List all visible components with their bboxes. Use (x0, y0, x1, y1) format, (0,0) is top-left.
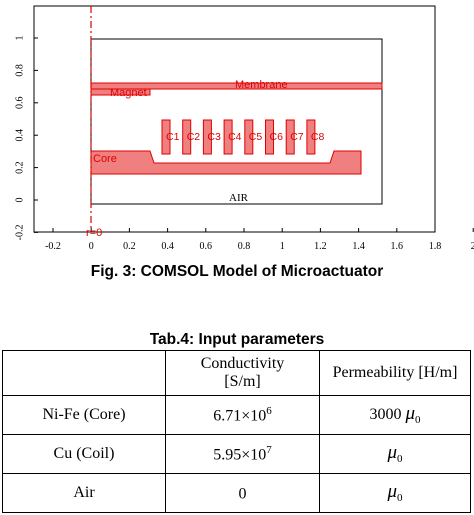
table-caption: Tab.4: Input parameters (149, 331, 325, 348)
magnet-label: Magnet (110, 87, 147, 99)
coil-turn (161, 119, 171, 155)
x-tick-label: 1 (280, 241, 285, 252)
header-conductivity-unit: [S/m] (224, 373, 261, 390)
cond-exponent: 6 (266, 404, 272, 417)
x-tick-label: 1.4 (352, 241, 365, 252)
coil-turn (182, 119, 192, 155)
row-label: Air (2, 473, 166, 513)
coil-turn (265, 119, 274, 155)
table-row: Air 0 μ0 (2, 473, 471, 513)
x-tick-label: 1.8 (429, 241, 442, 252)
mu-subscript: 0 (397, 453, 403, 466)
axis-label: r=0 (86, 227, 102, 239)
row-label: Cu (Coil) (2, 434, 166, 474)
table-row: Ni-Fe (Core) 6.71×106 3000 μ0 (2, 395, 471, 435)
row-permeability: 3000 μ0 (319, 395, 471, 435)
table-row: Cu (Coil) 5.95×107 μ0 (2, 434, 471, 474)
y-tick-label: 0.4 (14, 129, 25, 142)
header-conductivity-label: Conductivity (200, 355, 285, 372)
coil-label: C2 (187, 131, 201, 143)
mu-symbol: μ (387, 442, 398, 464)
row-permeability: μ0 (319, 473, 471, 513)
row-label: Ni-Fe (Core) (2, 395, 166, 435)
coil-label: C8 (311, 131, 325, 143)
y-tick-label: 0 (14, 198, 25, 203)
mu-subscript: 0 (397, 492, 403, 505)
x-tick-label: 0.6 (200, 241, 213, 252)
coil-group: C1 C2 C3 C4 C5 C6 C7 C8 (161, 119, 325, 155)
table-header-row: Conductivity [S/m] Permeability [H/m] (2, 350, 471, 396)
header-permeability: Permeability [H/m] (319, 350, 471, 396)
x-tick-label: 1.2 (314, 241, 327, 252)
header-blank (2, 350, 166, 396)
coil-turn (285, 119, 295, 155)
cond-mantissa: 6.71×10 (213, 407, 267, 425)
air-domain (90, 38, 383, 205)
membrane-label: Membrane (235, 79, 288, 91)
y-tick-label: 1 (14, 36, 25, 41)
coil-label: C1 (166, 131, 180, 143)
cond-mantissa: 0 (238, 485, 247, 503)
coil-label: C5 (249, 131, 263, 143)
coil-turn (306, 119, 316, 155)
header-conductivity: Conductivity [S/m] (165, 350, 320, 396)
plot-frame (33, 5, 436, 233)
coil-turn (244, 119, 254, 155)
coil-label: C7 (290, 131, 304, 143)
row-permeability: μ0 (319, 434, 471, 474)
coil-label: C3 (207, 131, 221, 143)
perm-prefix: 3000 (369, 406, 406, 424)
mu-symbol: μ (387, 481, 398, 503)
air-label: AIR (229, 192, 249, 204)
comsol-model-figure: -0.2 0 0.2 0.4 0.6 0.8 1 1.2 1.4 1.6 1.8 2 1 0.8 0.6 0… (14, 5, 474, 252)
x-axis-ticks: -0.2 0 0.2 0.4 0.6 0.8 1 1.2 1.4 1.6 1.8 2 (45, 228, 474, 252)
x-tick-label: 0.4 (161, 241, 174, 252)
core-label: Core (93, 153, 117, 165)
x-tick-label: 1.6 (391, 241, 404, 252)
mu-symbol: μ (405, 403, 416, 425)
x-tick-label: -0.2 (45, 241, 61, 252)
coil-label: C4 (228, 131, 242, 143)
core-domain (90, 150, 362, 175)
y-tick-label: 0.8 (14, 64, 25, 77)
y-tick-label: -0.2 (14, 224, 25, 240)
row-conductivity: 0 (165, 473, 320, 513)
cond-mantissa: 5.95×10 (213, 446, 267, 464)
cond-exponent: 7 (266, 443, 272, 456)
coil-label: C6 (270, 131, 284, 143)
coil-turn (223, 119, 233, 155)
input-parameters-table: Conductivity [S/m] Permeability [H/m] Ni… (2, 350, 471, 513)
y-axis-ticks: 1 0.8 0.6 0.4 0.2 0 -0.2 (14, 36, 38, 240)
row-conductivity: 6.71×106 (165, 395, 320, 435)
x-tick-label: 2 (471, 241, 474, 252)
mu-subscript: 0 (415, 414, 421, 427)
y-tick-label: 0.6 (14, 97, 25, 110)
x-tick-label: 0.8 (238, 241, 251, 252)
x-tick-label: 0.2 (123, 241, 136, 252)
y-tick-label: 0.2 (14, 161, 25, 174)
row-conductivity: 5.95×107 (165, 434, 320, 474)
coil-turn (202, 119, 212, 155)
figure-caption: Fig. 3: COMSOL Model of Microactuator (90, 263, 384, 280)
x-tick-label: 0 (89, 241, 94, 252)
